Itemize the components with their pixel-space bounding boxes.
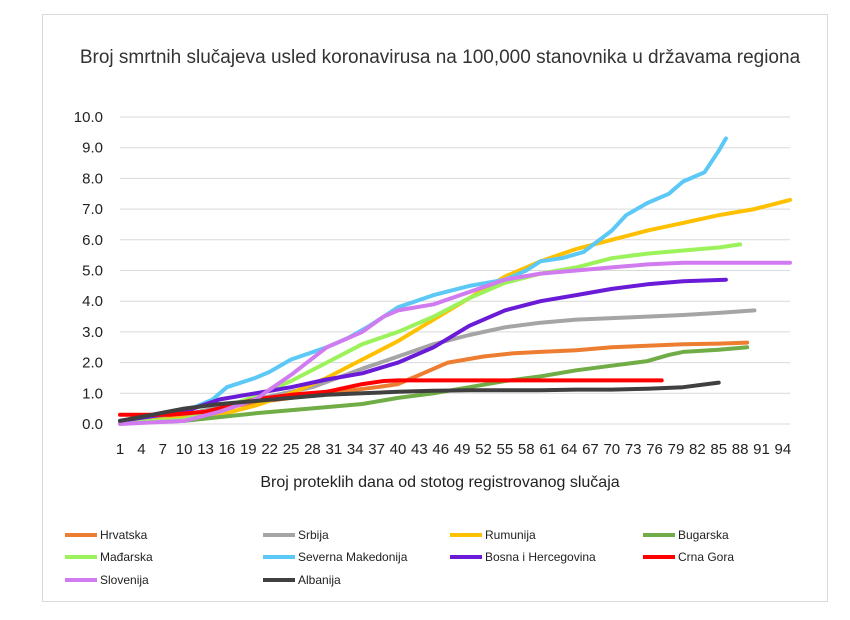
x-tick-label: 43 xyxy=(411,441,428,458)
y-tick-label: 9.0 xyxy=(82,140,103,157)
legend-label: Bosna i Hercegovina xyxy=(485,550,596,564)
series-line-srbija xyxy=(118,308,757,423)
x-tick-label: 40 xyxy=(390,441,407,458)
x-tick-label: 10 xyxy=(176,441,193,458)
x-tick-label: 94 xyxy=(775,441,792,458)
y-tick-label: 2.0 xyxy=(82,355,103,372)
x-tick-label: 67 xyxy=(582,441,599,458)
chart-frame xyxy=(42,14,828,602)
series-line-crna-gora xyxy=(118,378,664,417)
x-tick-label: 7 xyxy=(159,441,167,458)
y-tick-label: 3.0 xyxy=(82,324,103,341)
x-tick-label: 73 xyxy=(625,441,642,458)
x-tick-label: 82 xyxy=(689,441,706,458)
legend-label: Albanija xyxy=(298,573,341,587)
x-tick-label: 16 xyxy=(219,441,236,458)
x-tick-label: 61 xyxy=(539,441,556,458)
legend-label: Bugarska xyxy=(678,528,729,542)
x-tick-label: 58 xyxy=(518,441,535,458)
y-tick-label: 10.0 xyxy=(74,109,103,126)
x-tick-label: 70 xyxy=(603,441,620,458)
x-tick-label: 19 xyxy=(240,441,257,458)
legend-label: Crna Gora xyxy=(678,550,734,564)
x-tick-label: 37 xyxy=(368,441,385,458)
x-tick-label: 46 xyxy=(432,441,449,458)
series-line-albanija xyxy=(118,380,721,423)
y-tick-label: 1.0 xyxy=(82,385,103,402)
x-tick-label: 79 xyxy=(668,441,685,458)
y-tick-label: 8.0 xyxy=(82,170,103,187)
series-line-mađarska xyxy=(118,242,743,425)
series-line-bosna-i-hercegovina xyxy=(118,277,728,423)
x-tick-label: 88 xyxy=(732,441,749,458)
x-tick-label: 91 xyxy=(753,441,770,458)
x-tick-label: 55 xyxy=(497,441,514,458)
x-tick-label: 31 xyxy=(325,441,342,458)
y-tick-label: 0.0 xyxy=(82,416,103,433)
x-tick-label: 4 xyxy=(137,441,145,458)
legend-label: Hrvatska xyxy=(100,528,148,542)
legend-label: Mađarska xyxy=(100,550,153,564)
x-tick-label: 13 xyxy=(197,441,214,458)
legend-label: Slovenija xyxy=(100,573,149,587)
x-tick-label: 28 xyxy=(304,441,321,458)
legend-label: Severna Makedonija xyxy=(298,550,408,564)
x-axis-label: Broj proteklih dana od stotog registrova… xyxy=(260,474,620,491)
y-tick-label: 7.0 xyxy=(82,201,103,218)
series-line-slovenija xyxy=(118,260,792,426)
x-tick-label: 22 xyxy=(261,441,278,458)
legend-label: Srbija xyxy=(298,528,329,542)
x-tick-label: 25 xyxy=(283,441,300,458)
x-tick-label: 52 xyxy=(475,441,492,458)
x-tick-label: 76 xyxy=(646,441,663,458)
x-tick-label: 1 xyxy=(116,441,124,458)
legend-label: Rumunija xyxy=(485,528,536,542)
y-tick-label: 5.0 xyxy=(82,263,103,280)
y-tick-label: 6.0 xyxy=(82,232,103,249)
y-tick-label: 4.0 xyxy=(82,293,103,310)
x-tick-label: 64 xyxy=(561,441,578,458)
chart-title: Broj smrtnih slučajeva usled koronavirus… xyxy=(79,47,801,68)
x-tick-label: 85 xyxy=(710,441,727,458)
x-tick-label: 34 xyxy=(347,441,364,458)
x-tick-label: 49 xyxy=(454,441,471,458)
series-line-severna-makedonija xyxy=(118,136,728,423)
